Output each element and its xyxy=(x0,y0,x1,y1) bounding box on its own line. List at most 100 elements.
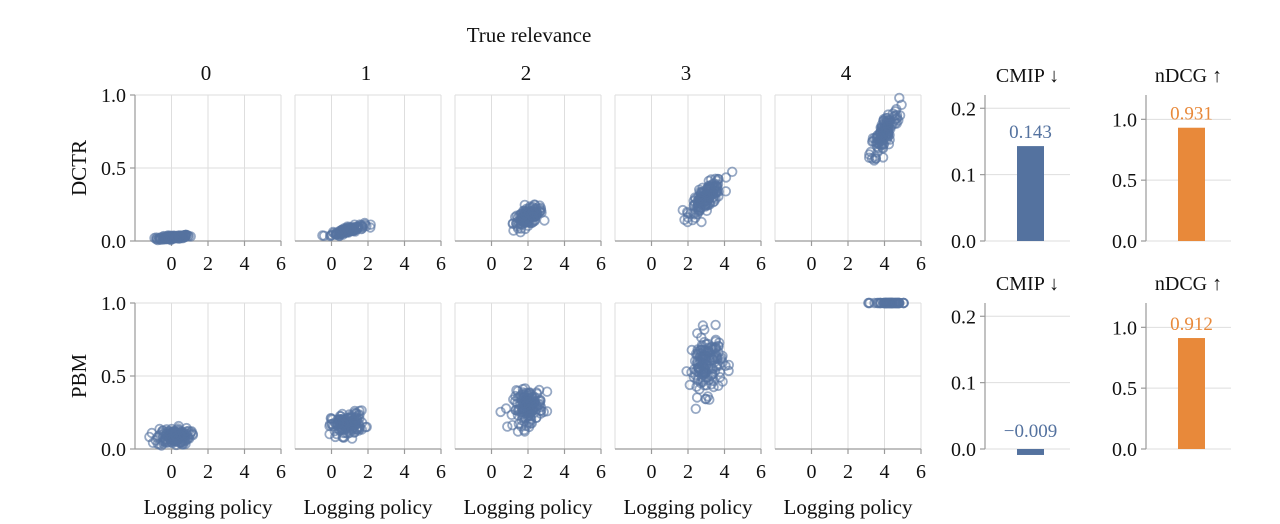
xlabel-col-2: Logging policy xyxy=(464,495,593,519)
figure-supertitle: True relevance xyxy=(467,23,592,47)
y-tick-label: 0.0 xyxy=(101,231,126,253)
scatter-panel-dctr-1: 0 2 4 6 xyxy=(294,94,446,275)
scatter-point xyxy=(880,126,892,137)
scatter-point xyxy=(330,431,341,443)
x-tick-label: 0 xyxy=(807,461,817,483)
scatter-point xyxy=(527,211,539,222)
scatter-point xyxy=(713,340,724,352)
scatter-point xyxy=(898,297,910,309)
y-tick-label: 1.0 xyxy=(101,85,126,107)
scatter-grid: 0 2 4 6 0.0 0.5 1.0 0 2 4 6 0 2 4 6 0 2 4 6 0 2 4 6 0 2 4 6 0.0 0.5 1… xyxy=(101,85,926,483)
scatter-point xyxy=(692,328,703,339)
x-tick-label: 4 xyxy=(560,461,570,483)
x-tick-label: 4 xyxy=(400,253,410,275)
y-tick-label: 0.2 xyxy=(951,98,976,120)
scatter-point xyxy=(155,234,166,246)
x-tick-label: 4 xyxy=(880,253,890,275)
x-tick-label: 2 xyxy=(363,461,373,483)
x-tick-label: 6 xyxy=(276,461,286,483)
x-tick-label: 2 xyxy=(683,253,693,275)
scatter-point xyxy=(171,231,182,243)
scatter-point xyxy=(525,413,537,425)
scatter-point xyxy=(894,92,905,104)
bar-panel-pbm-cmip: CMIP ↓ 0.0 0.1 0.2 −0.009 xyxy=(951,273,1070,461)
scatter-point xyxy=(871,141,883,152)
x-tick-label: 6 xyxy=(436,253,446,275)
y-tick-label: 0.0 xyxy=(951,231,976,253)
scatter-panel-pbm-0: 0 2 4 6 0.0 0.5 1.0 xyxy=(101,293,286,483)
scatter-point xyxy=(870,153,881,164)
scatter-point xyxy=(712,352,723,363)
scatter-point xyxy=(720,360,731,372)
y-tick-label: 1.0 xyxy=(1112,317,1137,339)
bar-value-label: 0.931 xyxy=(1170,104,1213,125)
x-tick-label: 0 xyxy=(327,461,337,483)
bar-panel-title: CMIP ↓ xyxy=(996,273,1059,295)
x-tick-label: 4 xyxy=(720,253,730,275)
x-tick-label: 2 xyxy=(843,461,853,483)
scatter-point xyxy=(520,400,531,411)
scatter-point xyxy=(326,418,338,430)
column-title-2: 2 xyxy=(521,61,532,85)
row-label-dctr: DCTR xyxy=(67,140,91,196)
x-tick-label: 2 xyxy=(843,253,853,275)
scatter-point xyxy=(502,421,513,432)
x-tick-label: 6 xyxy=(916,461,926,483)
scatter-point xyxy=(531,400,542,411)
scatter-point xyxy=(324,428,335,440)
scatter-point xyxy=(682,206,693,218)
scatter-point xyxy=(351,222,363,234)
scatter-point xyxy=(319,230,330,242)
scatter-point xyxy=(872,131,883,143)
scatter-point xyxy=(518,210,529,222)
scatter-point xyxy=(513,418,525,430)
scatter-point xyxy=(338,418,349,430)
bar-panel-title: nDCG ↑ xyxy=(1155,273,1222,295)
scatter-point xyxy=(696,342,708,353)
scatter-point xyxy=(697,320,709,331)
x-tick-label: 0 xyxy=(647,461,657,483)
scatter-panel-pbm-3: 0 2 4 6 xyxy=(614,302,766,483)
column-title-3: 3 xyxy=(681,61,692,85)
scatter-point xyxy=(691,392,703,403)
y-tick-label: 1.0 xyxy=(1112,109,1137,131)
scatter-point xyxy=(180,229,191,241)
scatter-point xyxy=(526,418,538,429)
y-tick-label: 0.5 xyxy=(1112,170,1137,192)
metric-bar xyxy=(1017,449,1044,455)
xlabel-col-3: Logging policy xyxy=(624,495,753,519)
bar-value-label: 0.912 xyxy=(1170,314,1213,335)
scatter-point xyxy=(884,115,896,126)
x-tick-label: 4 xyxy=(560,253,570,275)
x-tick-label: 2 xyxy=(523,253,533,275)
scatter-point xyxy=(690,403,702,415)
scatter-point xyxy=(519,383,531,394)
x-tick-label: 2 xyxy=(363,253,373,275)
scatter-point xyxy=(690,193,701,205)
scatter-point xyxy=(877,152,889,163)
x-tick-label: 0 xyxy=(327,253,337,275)
scatter-point xyxy=(157,436,169,447)
x-tick-label: 6 xyxy=(596,461,606,483)
bar-value-label: −0.009 xyxy=(1004,421,1057,442)
scatter-point xyxy=(699,380,710,391)
y-tick-label: 0.5 xyxy=(101,366,126,388)
scatter-point xyxy=(344,409,355,420)
x-tick-label: 6 xyxy=(916,253,926,275)
x-tick-label: 6 xyxy=(436,461,446,483)
scatter-point xyxy=(326,229,337,241)
scatter-point xyxy=(519,205,530,216)
y-tick-label: 0.0 xyxy=(1112,439,1137,461)
x-tick-label: 4 xyxy=(720,461,730,483)
x-tick-label: 0 xyxy=(647,253,657,275)
metric-bar-panels: CMIP ↓ 0.0 0.1 0.2 0.143 nDCG ↑ 0.0 0.5 1.0 0.931… xyxy=(951,65,1231,461)
scatter-point xyxy=(714,366,726,378)
scatter-point xyxy=(173,425,185,436)
x-tick-label: 4 xyxy=(240,253,250,275)
scatter-point xyxy=(351,408,362,419)
bar-panel-pbm-ndcg: nDCG ↑ 0.0 0.5 1.0 0.912 xyxy=(1112,273,1231,461)
x-tick-label: 2 xyxy=(523,461,533,483)
scatter-point xyxy=(727,166,738,178)
y-tick-label: 0.0 xyxy=(101,439,126,461)
